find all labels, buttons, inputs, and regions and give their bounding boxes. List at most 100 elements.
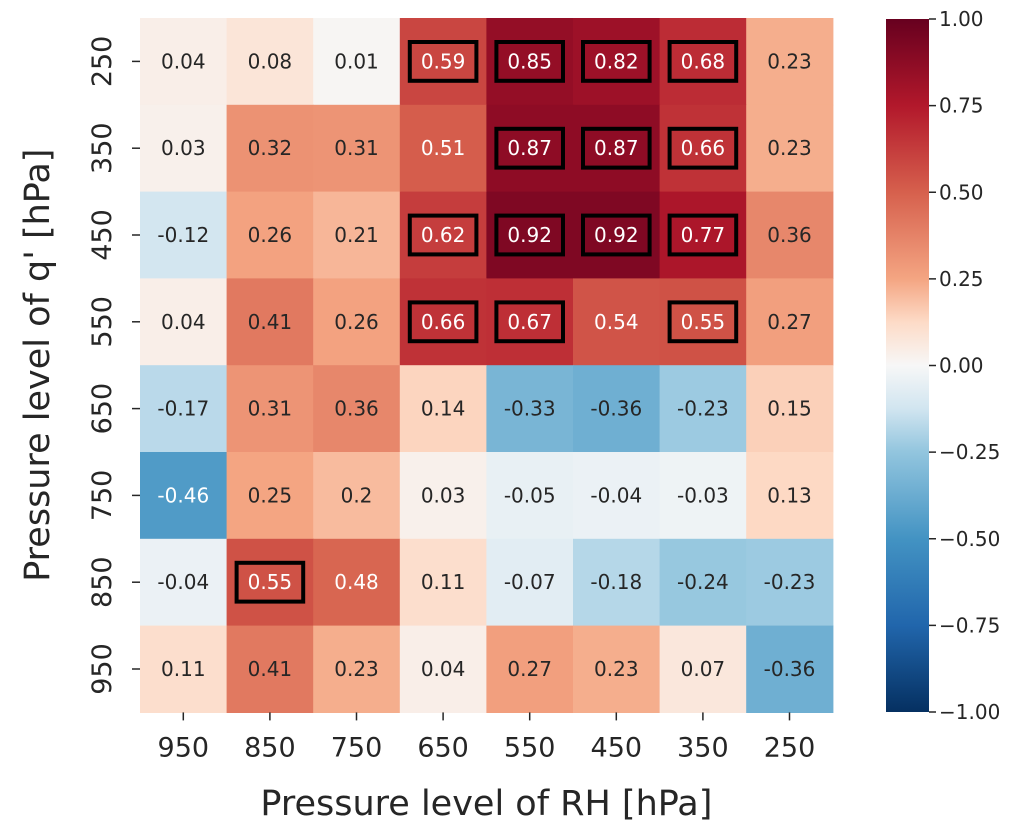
highlight-boxes: [234, 40, 739, 604]
heatmap-cell: [313, 18, 401, 106]
cell-value-label: -0.12: [157, 223, 209, 247]
heatmap-cell: [313, 104, 401, 193]
highlight-box: [667, 40, 739, 83]
cell-value-label: 0.87: [594, 136, 639, 160]
heatmap-cell: [226, 191, 314, 279]
cell-value-label: 0.66: [681, 136, 726, 160]
heatmap-cell: [399, 18, 487, 106]
cell-value-label: 0.27: [507, 657, 552, 681]
y-tick-label: 850: [87, 556, 118, 608]
heatmap-cell: [486, 538, 574, 627]
cell-value-label: 0.03: [161, 136, 206, 160]
cell-value-label: 0.85: [507, 49, 552, 73]
heatmap-cell: [226, 104, 314, 193]
heatmap-cell: [399, 104, 487, 193]
y-tick-label: 250: [87, 36, 118, 88]
cell-value-label: 0.36: [767, 223, 812, 247]
cell-value-label: -0.07: [504, 570, 556, 594]
cell-value-label: 0.51: [421, 136, 466, 160]
heatmap-cell: [399, 452, 487, 540]
y-tick-label: 450: [87, 209, 118, 261]
colorbar-tick-label: −1.00: [939, 700, 1000, 724]
heatmap-cell: [313, 278, 401, 366]
colorbar-tick-label: 1.00: [939, 7, 984, 31]
heatmap-cell: [140, 452, 228, 540]
colorbar-tick-label: 0.00: [939, 354, 984, 378]
cell-value-label: 0.82: [594, 49, 639, 73]
heatmap-cell: [659, 278, 747, 366]
cell-value-label: 0.15: [767, 397, 812, 421]
heatmap-cell: [486, 278, 574, 366]
cell-value-label: 0.27: [767, 310, 812, 334]
cell-value-label: -0.24: [677, 570, 729, 594]
x-tick-label: 450: [591, 732, 643, 763]
heatmap-cell: [486, 452, 574, 540]
x-axis-ticks: 950 850 750 650 550 450 350 250: [158, 712, 816, 763]
cell-value-label: 0.26: [248, 223, 293, 247]
cell-value-label: 0.14: [421, 397, 466, 421]
highlight-box: [407, 300, 479, 344]
colorbar-tick-label: 0.25: [939, 267, 984, 291]
cell-value-label: 0.11: [161, 657, 206, 681]
x-tick-label: 750: [331, 732, 383, 763]
heatmap-cell: [399, 625, 487, 713]
y-tick-label: 350: [87, 122, 118, 174]
highlight-box: [581, 213, 652, 257]
cell-value-label: 0.11: [421, 570, 466, 594]
x-axis-title: Pressure level of RH [hPa]: [260, 784, 712, 824]
colorbar-tick-label: −0.50: [939, 527, 1000, 551]
cell-value-label: -0.17: [157, 397, 209, 421]
cell-value-label: 0.04: [161, 49, 206, 73]
cell-value-label: -0.33: [504, 397, 556, 421]
colorbar: [886, 19, 929, 712]
highlight-box: [667, 213, 739, 257]
heatmap-cell: [140, 365, 228, 453]
colorbar-ticks: 1.00 0.75 0.50 0.25 0.00 −0.25 −0.50 −0.75 −1.00: [929, 7, 1000, 724]
cell-value-label: 0.36: [334, 397, 379, 421]
heatmap-cell: [659, 538, 747, 627]
heatmap-cells: [140, 18, 834, 713]
heatmap-cell: [573, 104, 661, 193]
heatmap-cell: [313, 191, 401, 279]
heatmap-cell: [746, 278, 834, 366]
cell-value-label: 0.41: [248, 310, 293, 334]
cell-value-label: 0.62: [421, 223, 466, 247]
cell-value-label: 0.31: [334, 136, 379, 160]
heatmap-cell: [313, 538, 401, 627]
cell-value-label: 0.04: [161, 310, 206, 334]
heatmap-cell: [573, 191, 661, 279]
cell-value-label: 0.23: [767, 49, 812, 73]
highlight-box: [494, 40, 565, 83]
x-tick-label: 650: [417, 732, 469, 763]
heatmap-cell: [746, 191, 834, 279]
highlight-box: [667, 126, 739, 170]
x-tick-label: 250: [764, 732, 816, 763]
cell-value-label: 0.66: [421, 310, 466, 334]
cell-value-label: 0.25: [248, 483, 293, 507]
cell-value-label: -0.03: [677, 483, 729, 507]
cell-value-label: 0.23: [594, 657, 639, 681]
cell-value-label: 0.2: [341, 483, 373, 507]
heatmap-cell: [226, 538, 314, 627]
heatmap-cell: [486, 18, 574, 106]
cell-value-label: 0.92: [507, 223, 552, 247]
cell-value-label: 0.48: [334, 570, 379, 594]
heatmap-cell: [659, 625, 747, 713]
heatmap-cell: [746, 538, 834, 627]
colorbar-tick-label: 0.50: [939, 180, 984, 204]
heatmap-cell: [746, 625, 834, 713]
highlight-box: [494, 213, 565, 257]
colorbar-tick-label: −0.25: [939, 440, 1000, 464]
heatmap-cell: [226, 452, 314, 540]
heatmap-cell: [573, 452, 661, 540]
cell-value-label: 0.31: [248, 397, 293, 421]
heatmap-cell: [486, 191, 574, 279]
heatmap-cell: [659, 452, 747, 540]
cell-value-label: 0.87: [507, 136, 552, 160]
colorbar-tick-label: 0.75: [939, 94, 984, 118]
cell-value-label: 0.41: [248, 657, 293, 681]
x-tick-label: 350: [677, 732, 729, 763]
heatmap-cell: [399, 191, 487, 279]
cell-value-label: 0.77: [681, 223, 726, 247]
